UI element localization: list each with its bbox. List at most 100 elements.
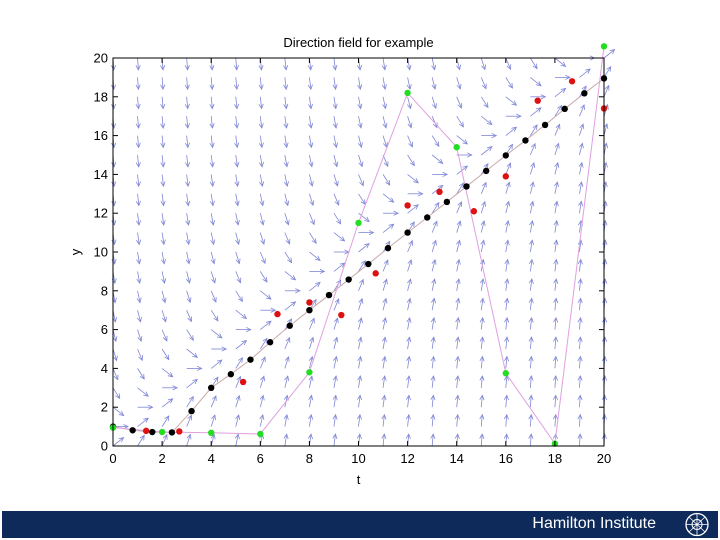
direction-arrow — [505, 162, 512, 175]
direction-arrow — [210, 271, 216, 284]
direction-arrow — [284, 193, 290, 207]
direction-arrow — [577, 278, 583, 291]
y-tick-label: 0 — [101, 439, 108, 454]
direction-arrow — [283, 116, 289, 129]
y-tick-label: 8 — [101, 283, 108, 298]
data-point — [424, 214, 431, 221]
direction-arrow — [308, 135, 314, 149]
direction-arrow — [136, 271, 142, 285]
direction-arrow — [603, 84, 610, 97]
direction-arrow — [503, 413, 509, 427]
direction-arrow — [209, 116, 215, 129]
direction-arrow — [235, 309, 248, 320]
data-point — [404, 89, 411, 97]
data-point — [463, 183, 470, 190]
direction-arrow — [528, 394, 534, 408]
direction-arrow — [430, 394, 436, 408]
direction-arrow — [553, 219, 559, 233]
direction-arrow — [479, 297, 485, 311]
direction-arrow — [480, 200, 486, 214]
direction-arrow — [112, 387, 121, 400]
direction-arrow — [210, 395, 217, 408]
data-point — [149, 428, 156, 436]
data-point — [158, 428, 166, 436]
direction-arrow — [259, 251, 266, 265]
direction-arrow — [234, 433, 240, 447]
direction-arrow — [259, 394, 265, 408]
direction-arrow — [456, 239, 462, 253]
direction-arrow — [430, 336, 436, 350]
direction-arrow — [407, 135, 413, 148]
y-tick-label: 2 — [101, 400, 108, 415]
direction-arrow — [210, 232, 216, 246]
institution-name: Hamilton Institute — [532, 515, 656, 532]
direction-arrow — [479, 375, 485, 388]
direction-arrow — [504, 316, 510, 330]
x-tick-label: 0 — [109, 451, 116, 466]
direction-arrow — [554, 142, 560, 156]
direction-arrow — [184, 154, 191, 168]
direction-arrow — [381, 433, 387, 447]
direction-arrow — [577, 433, 583, 447]
direction-arrow — [112, 406, 125, 417]
data-point — [404, 202, 411, 209]
direction-arrow — [260, 307, 277, 313]
direction-arrow — [431, 297, 436, 311]
direction-arrow — [553, 297, 559, 311]
direction-arrow — [259, 271, 268, 283]
direction-arrow — [529, 219, 535, 233]
direction-arrow — [528, 297, 534, 311]
direction-arrow — [309, 268, 326, 274]
direction-arrow — [456, 135, 469, 145]
direction-arrow — [455, 278, 461, 291]
direction-arrow — [505, 113, 522, 119]
y-tick-label: 12 — [94, 206, 108, 221]
direction-arrow — [552, 375, 559, 388]
direction-arrow — [528, 258, 534, 272]
direction-arrow — [528, 278, 534, 291]
direction-arrow — [210, 290, 217, 303]
direction-arrow — [209, 154, 215, 168]
direction-arrow — [234, 116, 240, 129]
direction-arrow — [382, 116, 388, 129]
direction-arrow — [504, 278, 510, 291]
direction-arrow — [553, 355, 559, 369]
direction-arrow — [530, 57, 538, 70]
direction-arrow — [235, 394, 241, 408]
direction-arrow — [210, 329, 223, 339]
direction-arrow — [186, 310, 193, 323]
direction-arrow — [160, 154, 166, 168]
direction-arrow — [160, 77, 166, 91]
direction-arrow — [333, 154, 339, 168]
direction-arrow — [332, 77, 338, 91]
data-point — [247, 356, 254, 363]
direction-arrow — [161, 310, 167, 323]
direction-field — [110, 49, 616, 447]
direction-arrow — [407, 116, 413, 129]
direction-arrow — [284, 375, 290, 388]
data-point — [168, 429, 176, 436]
direction-arrow — [308, 116, 314, 129]
data-point — [257, 430, 264, 438]
direction-arrow — [553, 181, 559, 194]
data-point — [443, 198, 451, 206]
direction-arrow — [406, 336, 412, 350]
direction-arrow — [137, 434, 145, 447]
direction-arrow — [455, 355, 461, 369]
direction-arrow — [504, 220, 510, 233]
data-point — [372, 270, 379, 277]
data-point — [541, 121, 549, 129]
direction-arrow — [357, 375, 363, 388]
direction-arrow — [283, 174, 289, 187]
direction-arrow — [258, 154, 264, 168]
direction-arrow — [504, 239, 510, 253]
direction-arrow — [407, 239, 413, 253]
direction-arrow — [210, 359, 223, 369]
direction-arrow — [357, 394, 363, 408]
direction-arrow — [481, 133, 498, 139]
direction-arrow — [308, 394, 314, 408]
direction-arrow — [480, 96, 489, 109]
direction-arrow — [137, 368, 145, 380]
direction-arrow — [431, 116, 438, 129]
direction-arrow — [456, 115, 464, 128]
